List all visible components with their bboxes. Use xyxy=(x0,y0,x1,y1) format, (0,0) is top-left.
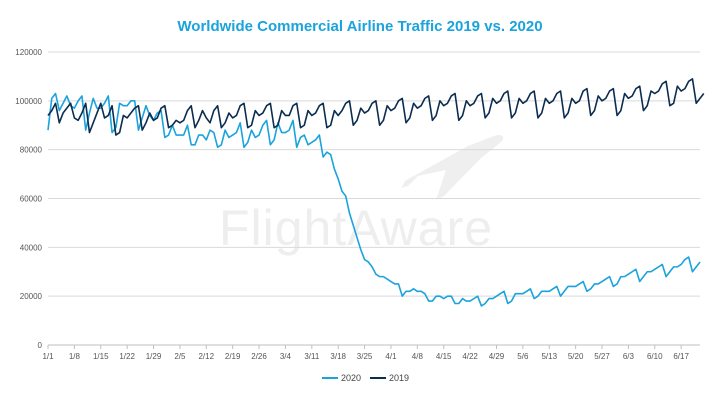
axes: 0 20000 40000 60000 80000 100000 120000 1/1 1/8 1… xyxy=(15,48,689,361)
x-tick-label: 4/1 xyxy=(385,352,397,361)
y-tick-label: 20000 xyxy=(20,292,43,301)
y-tick-label: 0 xyxy=(38,341,43,350)
chart-title: Worldwide Commercial Airline Traffic 201… xyxy=(177,18,543,35)
x-tick-label: 6/3 xyxy=(623,352,635,361)
x-tick-label: 2/5 xyxy=(174,352,186,361)
x-tick-label: 1/22 xyxy=(119,352,135,361)
x-tick-label: 1/8 xyxy=(69,352,81,361)
x-tick-label: 3/18 xyxy=(330,352,346,361)
watermark: FlightAware xyxy=(219,134,504,256)
airplane-watermark-icon xyxy=(392,134,504,200)
x-tick-label: 5/13 xyxy=(541,352,557,361)
x-tick-label: 2/12 xyxy=(198,352,214,361)
x-tick-label: 6/10 xyxy=(647,352,663,361)
x-tick-label: 5/20 xyxy=(568,352,584,361)
x-tick-label: 4/29 xyxy=(489,352,505,361)
series-line-2019 xyxy=(47,78,705,136)
x-tick-label: 5/6 xyxy=(517,352,529,361)
x-tick-label: 5/27 xyxy=(594,352,610,361)
x-tick-label: 3/4 xyxy=(280,352,292,361)
series-lines xyxy=(47,78,705,307)
series-line-2020 xyxy=(47,92,701,307)
legend-label-2020: 2020 xyxy=(341,373,361,383)
x-tick-label: 3/11 xyxy=(304,352,320,361)
x-tick-label: 2/26 xyxy=(251,352,267,361)
x-tick-label: 4/22 xyxy=(462,352,478,361)
legend: 2020 2019 xyxy=(322,373,409,383)
x-tick-label: 1/15 xyxy=(93,352,109,361)
y-tick-label: 80000 xyxy=(20,146,43,155)
x-tick-label: 4/15 xyxy=(436,352,452,361)
watermark-text: FlightAware xyxy=(219,200,493,256)
x-tick-label: 2/19 xyxy=(225,352,241,361)
legend-label-2019: 2019 xyxy=(389,373,409,383)
x-tick-label: 1/29 xyxy=(146,352,162,361)
gridlines xyxy=(48,51,700,346)
x-tick-label: 6/17 xyxy=(673,352,689,361)
x-tick-label: 4/8 xyxy=(412,352,424,361)
y-tick-label: 60000 xyxy=(20,195,43,204)
x-tick-label: 1/1 xyxy=(42,352,54,361)
y-tick-label: 120000 xyxy=(15,48,42,57)
y-tick-label: 40000 xyxy=(20,243,43,252)
x-tick-label: 3/25 xyxy=(357,352,373,361)
y-tick-label: 100000 xyxy=(15,97,42,106)
